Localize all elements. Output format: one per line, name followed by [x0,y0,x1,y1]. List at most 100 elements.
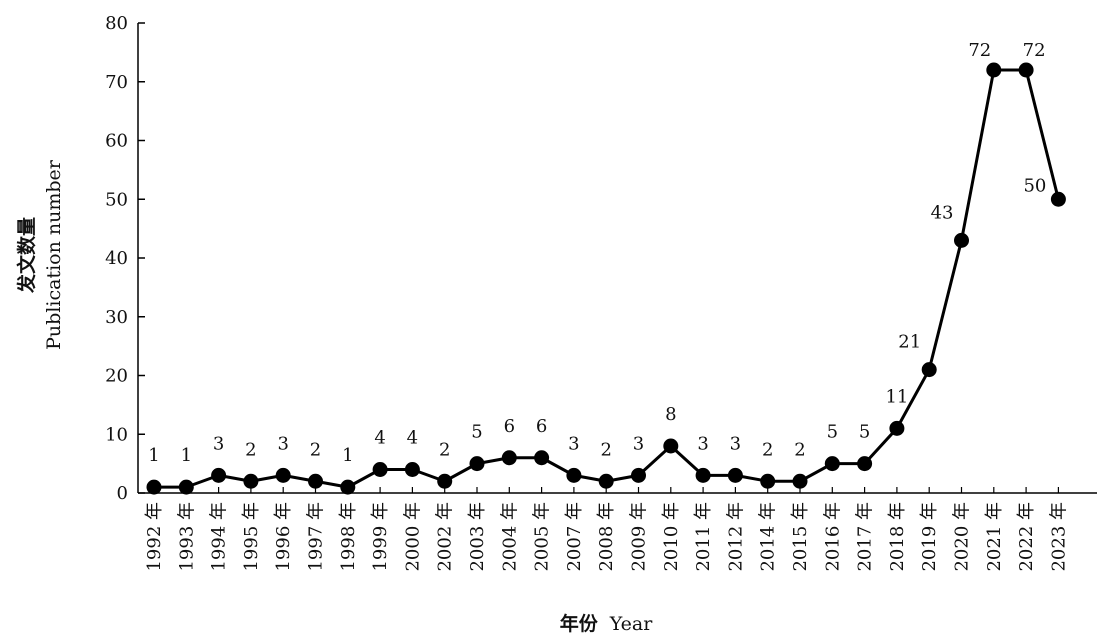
data-label: 6 [504,416,515,437]
data-point [921,362,937,378]
x-tick-label: 2023 年 [1048,502,1069,572]
data-label: 8 [665,404,676,425]
x-tick-label: 2008 年 [596,502,617,572]
data-label: 3 [277,433,288,454]
x-tick-label: 1998 年 [338,502,359,572]
data-label: 1 [342,445,353,466]
x-tick-label: 1992 年 [144,502,165,572]
x-tick-label: 2020 年 [952,502,973,572]
data-label: 72 [1023,40,1046,61]
data-point [308,473,323,489]
data-point [372,462,388,477]
data-point [404,462,420,477]
data-point [954,232,969,248]
y-tick-label: 80 [105,13,128,34]
data-label: 3 [213,433,224,454]
data-point [824,456,840,472]
y-tick-label: 50 [105,189,128,210]
series-line-path [154,68,1060,489]
x-tick-label: 2014 年 [758,502,779,572]
data-label: 2 [310,439,321,460]
axes [137,23,1097,494]
y-axis-title-cn: 发文数量 [15,217,38,294]
x-axis-title: 年份 Year [560,612,654,635]
data-point [211,467,227,483]
series-line [154,68,1060,489]
data-point [437,473,453,489]
x-tick-label: 2016 年 [822,502,843,572]
data-point [727,467,743,483]
data-label: 3 [697,433,708,454]
y-tick-label: 10 [105,424,128,445]
data-point [760,473,776,489]
x-tick-label: 2022 年 [1016,502,1037,572]
data-point [663,438,679,454]
data-point [1050,191,1066,207]
data-point [243,473,259,489]
x-tick-label: 2007 年 [564,502,585,572]
data-label: 3 [568,433,579,454]
x-tick-label: 2010 年 [661,502,682,572]
data-label: 2 [762,439,773,460]
data-label: 1 [181,445,192,466]
data-point [695,467,711,483]
y-tick-label: 20 [105,366,128,387]
x-tick-label: 2021 年 [984,502,1005,572]
data-point [986,62,1002,78]
data-point [534,450,550,466]
x-tick-label: 2003 年 [467,502,488,572]
data-label: 3 [730,433,741,454]
data-point [340,479,356,495]
y-tick-label: 60 [105,131,128,152]
x-tick-label: 2004 年 [499,502,520,572]
y-tick-label: 70 [105,72,128,93]
data-label: 3 [633,433,644,454]
data-label: 2 [439,439,450,460]
y-axis-title-en: Publication number [43,159,65,350]
data-point [275,467,291,483]
data-label: 21 [898,332,921,353]
data-label: 6 [536,416,547,437]
data-label: 4 [407,428,418,449]
x-tick-label: 1994 年 [209,502,230,572]
x-tick-label: 2002 年 [435,502,456,572]
x-tick-label: 2015 年 [790,502,811,572]
data-label: 5 [471,422,482,443]
data-point [469,456,485,472]
data-label: 4 [374,428,385,449]
x-tick-label: 1997 年 [306,502,327,572]
x-tick-label: 1995 年 [241,502,262,572]
data-label: 50 [1023,175,1046,196]
data-point [889,420,905,436]
data-point [501,450,517,466]
x-axis-title-en: Year [609,613,653,635]
y-axis-ticks: 0 10 20 30 40 50 60 70 80 [105,13,145,504]
x-tick-label: 2018 年 [887,502,908,572]
y-tick-label: 0 [117,483,128,504]
x-tick-label: 1999 年 [370,502,391,572]
data-label: 11 [885,386,908,407]
x-tick-label: 2011 年 [693,502,714,572]
data-point [1018,62,1034,78]
x-tick-label: 2005 年 [532,502,553,572]
data-point [178,479,194,495]
series-points [146,62,1066,495]
data-point [792,473,808,489]
x-axis-title-cn: 年份 [560,612,599,635]
data-point [598,473,614,489]
data-point [631,467,646,483]
data-point [146,479,162,495]
x-tick-label: 2000 年 [402,502,423,572]
x-tick-label: 1993 年 [176,502,197,572]
data-label: 5 [827,422,838,443]
y-tick-label: 30 [105,307,128,328]
data-label: 43 [931,202,954,223]
x-axis-ticks: 1992 年 1993 年 1994 年 1995 年 1996 年 1997 年 1998… [144,487,1069,572]
x-tick-label: 1996 年 [273,502,294,572]
data-point [566,467,582,483]
x-tick-label: 2017 年 [855,502,876,572]
data-label: 5 [859,422,870,443]
x-tick-label: 2019 年 [919,502,940,572]
y-tick-label: 40 [105,248,128,269]
